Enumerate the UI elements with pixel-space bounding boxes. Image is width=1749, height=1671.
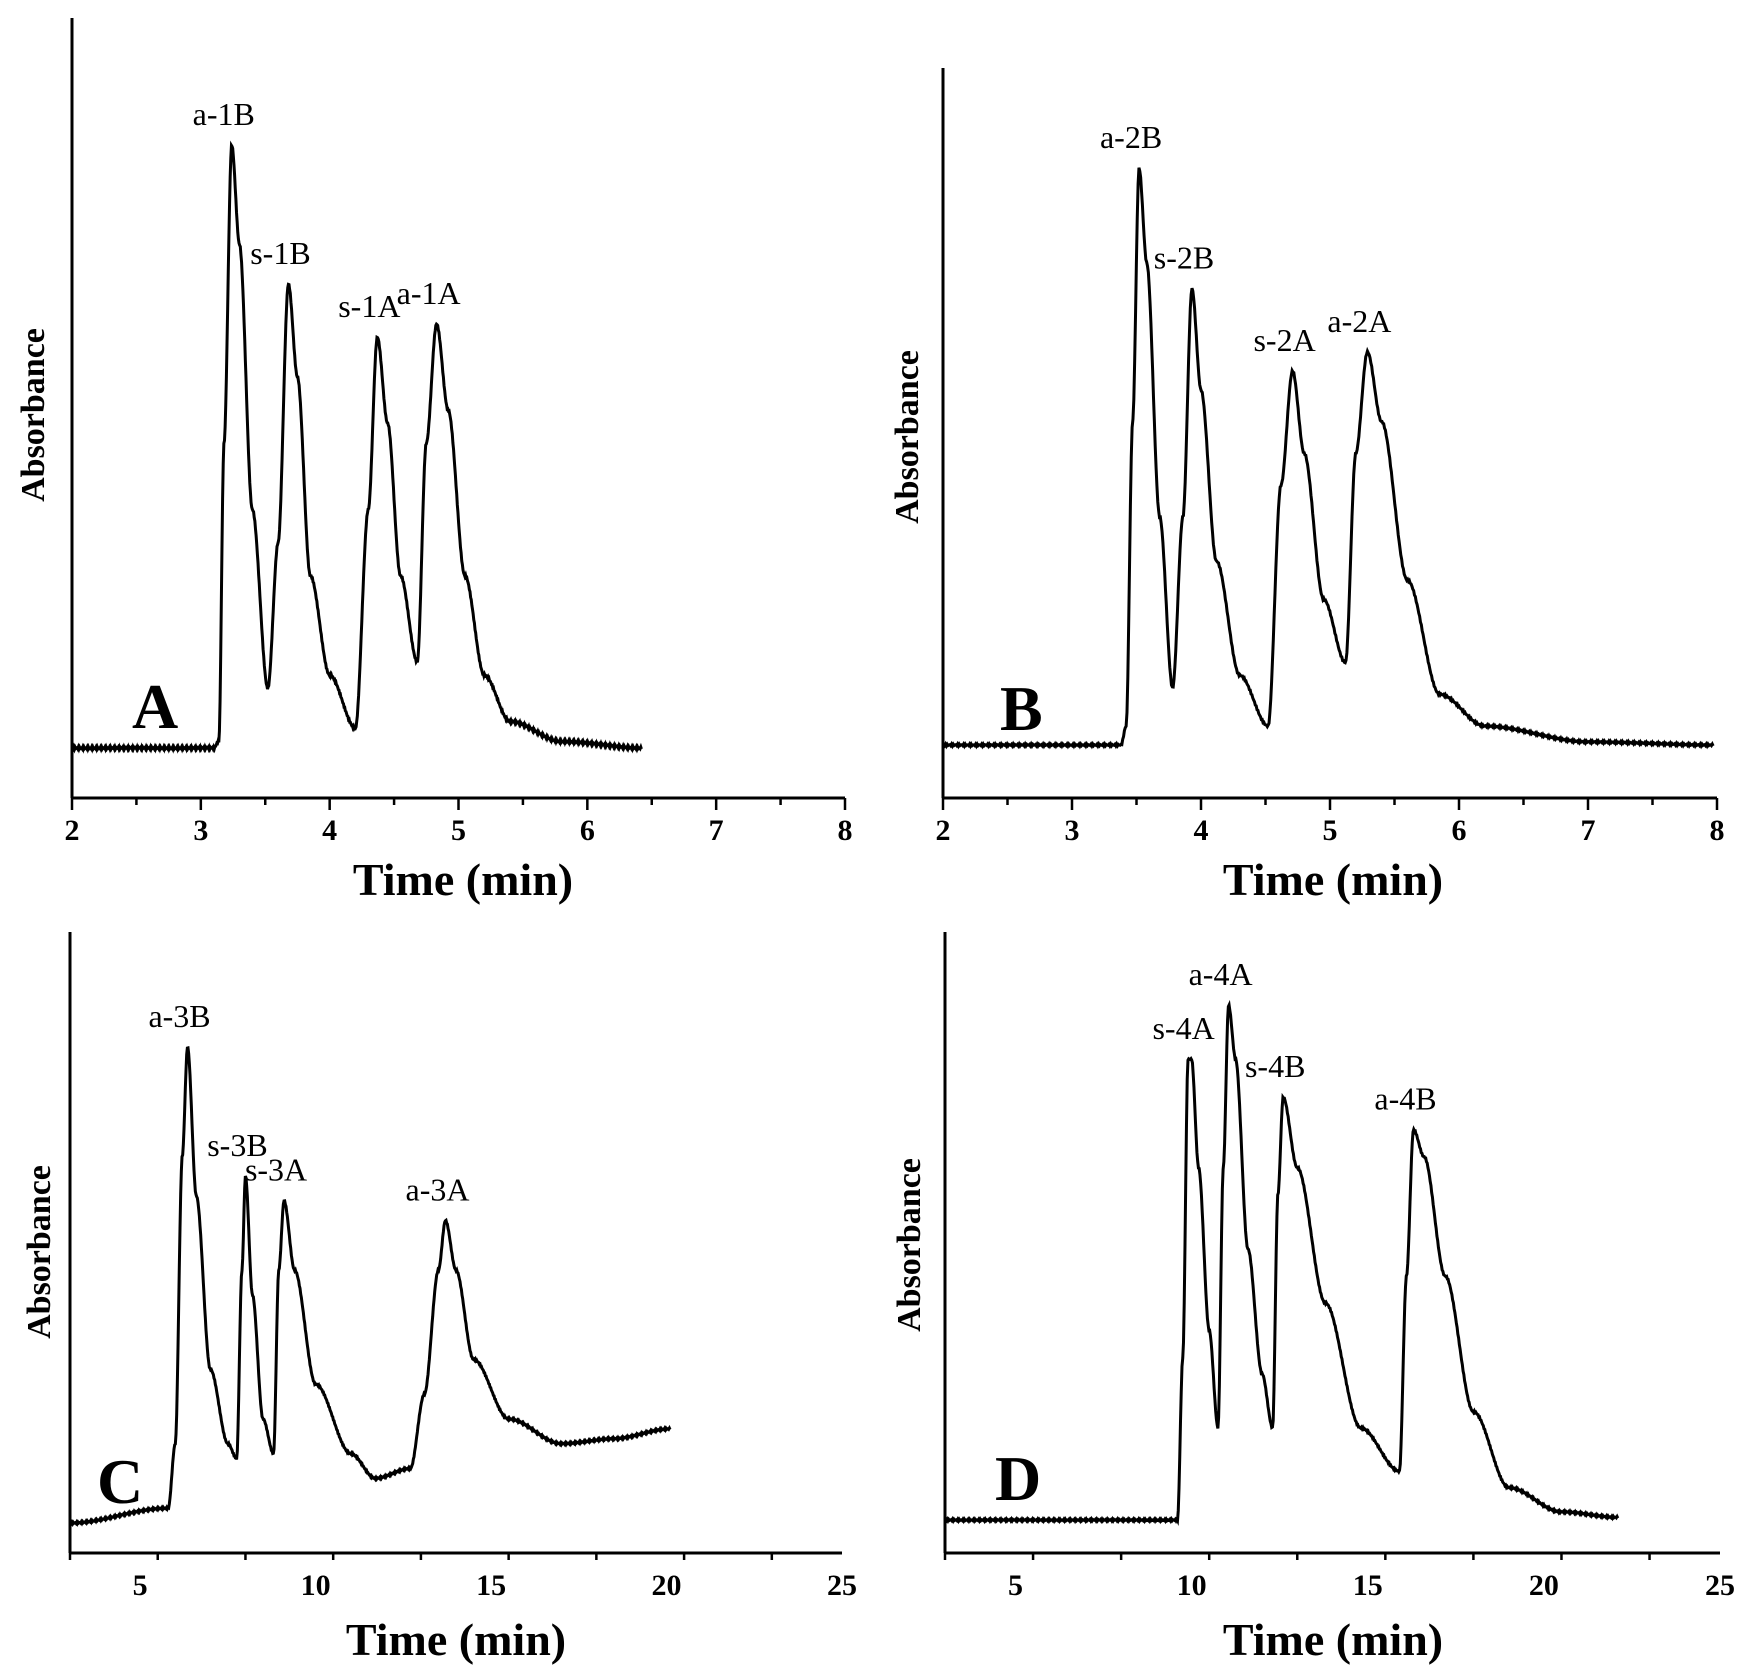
panel-a: 2 3 4 5 6 7 8 a-1B s-1B s-1Aa-1A A Time (min) Ab… bbox=[15, 18, 853, 905]
trace-line-b bbox=[942, 167, 1715, 750]
x-tick-label-a: 5 bbox=[451, 814, 466, 847]
peak-label-s-1a: s-1A bbox=[338, 288, 400, 324]
peak-label-a-2a: a-2A bbox=[1327, 303, 1391, 339]
x-tick-label-a: 2 bbox=[65, 814, 80, 847]
x-axis-title-d: Time (min) bbox=[1223, 1614, 1443, 1665]
panel-letter-d: D bbox=[995, 1443, 1041, 1514]
x-tick-label-b: 6 bbox=[1452, 814, 1467, 847]
x-ticks-c: 5 10 15 20 25 bbox=[68, 1553, 857, 1602]
x-tick-label-c: 15 bbox=[476, 1569, 506, 1602]
peak-labels-c: a-3B s-3Bs-3A a-3A bbox=[148, 998, 469, 1208]
peak-label-a-4a: a-4A bbox=[1189, 956, 1253, 992]
peak-label-a-3a: a-3A bbox=[405, 1172, 469, 1208]
x-tick-label-b: 4 bbox=[1194, 814, 1209, 847]
x-ticks-d: 5 10 15 20 25 bbox=[943, 1553, 1735, 1602]
peak-label-s-2b: s-2B bbox=[1154, 239, 1214, 275]
peak-label-s-2a: s-2A bbox=[1253, 322, 1315, 358]
peak-labels-a: a-1B s-1B s-1Aa-1A bbox=[193, 96, 461, 324]
x-tick-label-a: 7 bbox=[709, 814, 724, 847]
trace-line-a bbox=[71, 140, 643, 754]
x-tick-label-b: 8 bbox=[1710, 814, 1725, 847]
x-ticks-a: 2 3 4 5 6 7 8 bbox=[65, 798, 853, 847]
peak-label-a-1a: a-1A bbox=[397, 275, 461, 311]
x-tick-label-b: 7 bbox=[1581, 814, 1596, 847]
y-axis-title-a: Absorbance bbox=[15, 328, 52, 502]
x-tick-label-c: 5 bbox=[133, 1569, 148, 1602]
panel-letter-a: A bbox=[132, 671, 178, 742]
x-tick-label-d: 15 bbox=[1353, 1569, 1383, 1602]
peak-labels-b: a-2B s-2B s-2A a-2A bbox=[1100, 119, 1391, 358]
x-ticks-b: 2 3 4 5 6 7 8 bbox=[936, 798, 1725, 847]
y-axis-title-b: Absorbance bbox=[889, 350, 926, 524]
x-axis-title-c: Time (min) bbox=[346, 1614, 566, 1665]
x-tick-label-b: 3 bbox=[1065, 814, 1080, 847]
x-tick-label-d: 25 bbox=[1705, 1569, 1735, 1602]
y-axis-title-d: Absorbance bbox=[891, 1158, 928, 1332]
panel-letter-b: B bbox=[1000, 673, 1043, 744]
x-tick-label-a: 3 bbox=[193, 814, 208, 847]
peak-labels-d: s-4A a-4A s-4B a-4B bbox=[1152, 956, 1436, 1117]
x-tick-label-a: 4 bbox=[322, 814, 337, 847]
peak-label-s-3a: s-3A bbox=[245, 1152, 307, 1188]
panel-c: 5 10 15 20 25 a-3Bs-3Bs-3Aa-3A C Time (min) … bbox=[21, 932, 857, 1665]
peak-label-a-4b: a-4B bbox=[1374, 1081, 1436, 1117]
x-axis-title-a: Time (min) bbox=[353, 854, 573, 905]
peak-label-s-4b: s-4B bbox=[1245, 1048, 1305, 1084]
peak-label-a-2b: a-2B bbox=[1100, 119, 1162, 155]
x-tick-label-b: 2 bbox=[936, 814, 951, 847]
x-tick-label-d: 20 bbox=[1529, 1569, 1559, 1602]
x-axis-title-b: Time (min) bbox=[1223, 854, 1443, 905]
x-tick-label-d: 10 bbox=[1177, 1569, 1207, 1602]
panel-b: 2 3 4 5 6 7 8 a-2B s-2B s-2A a-2A B Time (min) Ab… bbox=[889, 68, 1725, 905]
x-tick-label-c: 10 bbox=[301, 1569, 331, 1602]
x-tick-label-a: 6 bbox=[580, 814, 595, 847]
x-tick-label-c: 20 bbox=[652, 1569, 682, 1602]
peak-label-a-3b: a-3B bbox=[148, 998, 210, 1034]
y-axis-title-c: Absorbance bbox=[21, 1165, 58, 1339]
peak-label-a-1b: a-1B bbox=[193, 96, 255, 132]
panel-d: 5 10 15 20 25 s-4Aa-4As-4Ba-4B D Time (min) … bbox=[891, 932, 1735, 1665]
trace-line-d bbox=[944, 999, 1620, 1526]
peak-label-s-3b: s-3B bbox=[207, 1127, 267, 1163]
peak-label-s-1b: s-1B bbox=[250, 235, 310, 271]
panel-letter-c: C bbox=[97, 1446, 143, 1517]
x-tick-label-c: 25 bbox=[827, 1569, 857, 1602]
x-tick-label-a: 8 bbox=[838, 814, 853, 847]
x-tick-label-b: 5 bbox=[1323, 814, 1338, 847]
peak-label-s-4a: s-4A bbox=[1152, 1010, 1214, 1046]
trace-line-c bbox=[69, 1046, 672, 1528]
x-tick-label-d: 5 bbox=[1008, 1569, 1023, 1602]
